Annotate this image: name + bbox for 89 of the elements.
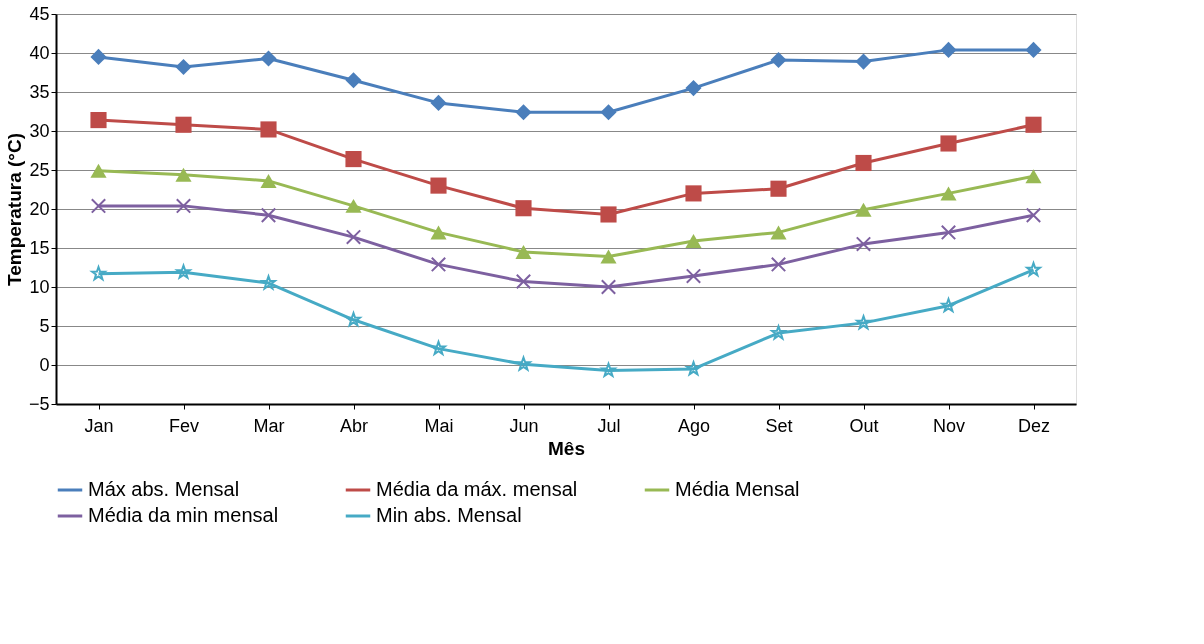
point <box>431 340 446 356</box>
point <box>1025 169 1042 184</box>
point <box>770 225 787 240</box>
legend-label: Min abs. Mensal <box>376 504 522 526</box>
point <box>940 135 957 152</box>
point <box>686 361 701 376</box>
point <box>90 48 107 65</box>
point <box>345 151 362 168</box>
point <box>855 53 872 70</box>
point <box>90 112 107 129</box>
point <box>940 224 957 241</box>
y-tick-label: 25 <box>29 159 50 180</box>
point <box>941 298 956 313</box>
point <box>685 185 702 202</box>
point <box>175 167 192 182</box>
point <box>175 116 192 133</box>
point <box>91 266 106 281</box>
point <box>346 312 361 327</box>
point <box>600 206 617 223</box>
point <box>1025 41 1042 58</box>
point <box>685 80 702 97</box>
y-tick-label: 35 <box>29 81 50 102</box>
point <box>260 207 277 223</box>
legend-label: Média Mensal <box>675 478 800 500</box>
point <box>176 264 191 279</box>
y-tick-label: 10 <box>29 276 50 297</box>
point <box>515 200 532 217</box>
point <box>855 202 872 217</box>
point <box>260 50 277 67</box>
legend-label: Média da min mensal <box>88 504 279 526</box>
point <box>771 325 786 340</box>
point <box>770 256 787 273</box>
x-tick-label: Jul <box>597 415 621 436</box>
point <box>175 198 192 214</box>
point <box>770 51 787 69</box>
x-tick-label: Fev <box>168 415 200 436</box>
point <box>940 186 957 201</box>
point <box>260 173 277 188</box>
point <box>345 198 362 213</box>
point <box>515 104 532 121</box>
point <box>770 180 787 197</box>
point <box>1025 116 1042 133</box>
point <box>855 236 872 252</box>
y-tick-label: 30 <box>29 120 50 141</box>
point <box>515 244 532 259</box>
legend-label: Máx abs. Mensal <box>88 478 240 500</box>
point <box>1026 262 1041 277</box>
point <box>685 234 702 248</box>
legend-label: Média da máx. mensal <box>376 478 578 500</box>
x-tick-label: Ago <box>677 415 711 436</box>
point <box>90 163 107 178</box>
point <box>601 362 616 377</box>
point <box>430 256 447 273</box>
point <box>430 177 447 194</box>
point <box>430 225 447 240</box>
x-tick-label: Abr <box>339 415 369 436</box>
point <box>1025 207 1042 223</box>
x-tick-label: Mai <box>424 415 454 436</box>
point <box>600 104 617 121</box>
x-tick-label: Jan <box>84 415 114 436</box>
y-tick-label: 5 <box>39 315 50 336</box>
y-tick-label: 0 <box>39 354 50 375</box>
x-tick-label: Out <box>849 415 879 436</box>
y-tick-label: 20 <box>29 198 50 219</box>
point <box>261 275 276 290</box>
x-tick-label: Dez <box>1017 415 1051 436</box>
point <box>90 198 107 214</box>
point <box>515 273 532 290</box>
y-axis-title: Temperatura (°C) <box>3 133 25 286</box>
y-tick-label: 40 <box>29 42 50 63</box>
point <box>600 249 617 264</box>
y-tick-label: −5 <box>28 393 50 414</box>
point <box>855 154 872 172</box>
point <box>940 41 957 58</box>
x-tick-label: Set <box>765 415 793 436</box>
x-tick-label: Jun <box>509 415 539 436</box>
point <box>260 121 277 138</box>
y-tick-label: 45 <box>29 3 50 24</box>
point <box>345 72 362 89</box>
point <box>175 58 192 76</box>
point <box>430 94 447 111</box>
x-tick-label: Mar <box>253 415 285 436</box>
x-tick-label: Nov <box>932 415 966 436</box>
point <box>345 229 362 245</box>
point <box>685 268 702 284</box>
point <box>856 315 871 330</box>
x-axis-title: Mês <box>548 437 585 459</box>
y-tick-label: 15 <box>29 237 50 258</box>
point <box>600 279 617 295</box>
